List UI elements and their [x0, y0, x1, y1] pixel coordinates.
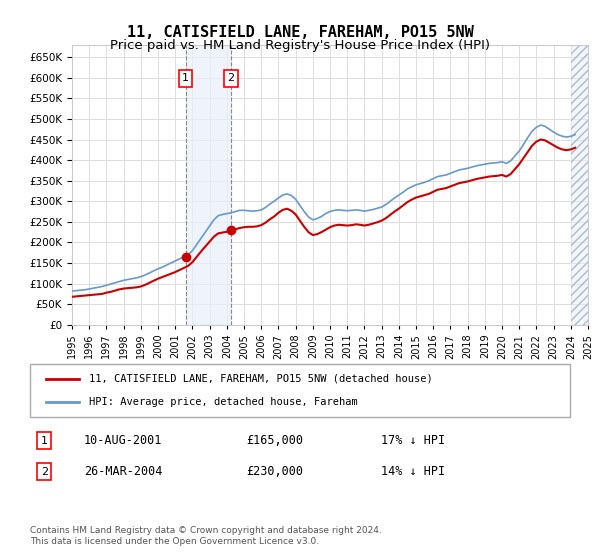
Bar [571, 45, 588, 325]
Text: 1: 1 [182, 73, 189, 83]
Text: Price paid vs. HM Land Registry's House Price Index (HPI): Price paid vs. HM Land Registry's House … [110, 39, 490, 52]
Text: 1: 1 [41, 436, 48, 446]
Text: Contains HM Land Registry data © Crown copyright and database right 2024.
This d: Contains HM Land Registry data © Crown c… [30, 526, 382, 546]
FancyBboxPatch shape [30, 364, 570, 417]
Text: HPI: Average price, detached house, Fareham: HPI: Average price, detached house, Fare… [89, 397, 358, 407]
Text: 10-AUG-2001: 10-AUG-2001 [84, 434, 163, 447]
Bar [571, 45, 588, 325]
Text: 2: 2 [227, 73, 235, 83]
Text: 11, CATISFIELD LANE, FAREHAM, PO15 5NW (detached house): 11, CATISFIELD LANE, FAREHAM, PO15 5NW (… [89, 374, 433, 384]
Text: 17% ↓ HPI: 17% ↓ HPI [381, 434, 445, 447]
Text: £165,000: £165,000 [246, 434, 303, 447]
Text: 26-MAR-2004: 26-MAR-2004 [84, 465, 163, 478]
Text: 14% ↓ HPI: 14% ↓ HPI [381, 465, 445, 478]
Text: 2: 2 [41, 466, 48, 477]
Text: £230,000: £230,000 [246, 465, 303, 478]
Bar [185, 45, 231, 325]
Text: 11, CATISFIELD LANE, FAREHAM, PO15 5NW: 11, CATISFIELD LANE, FAREHAM, PO15 5NW [127, 25, 473, 40]
